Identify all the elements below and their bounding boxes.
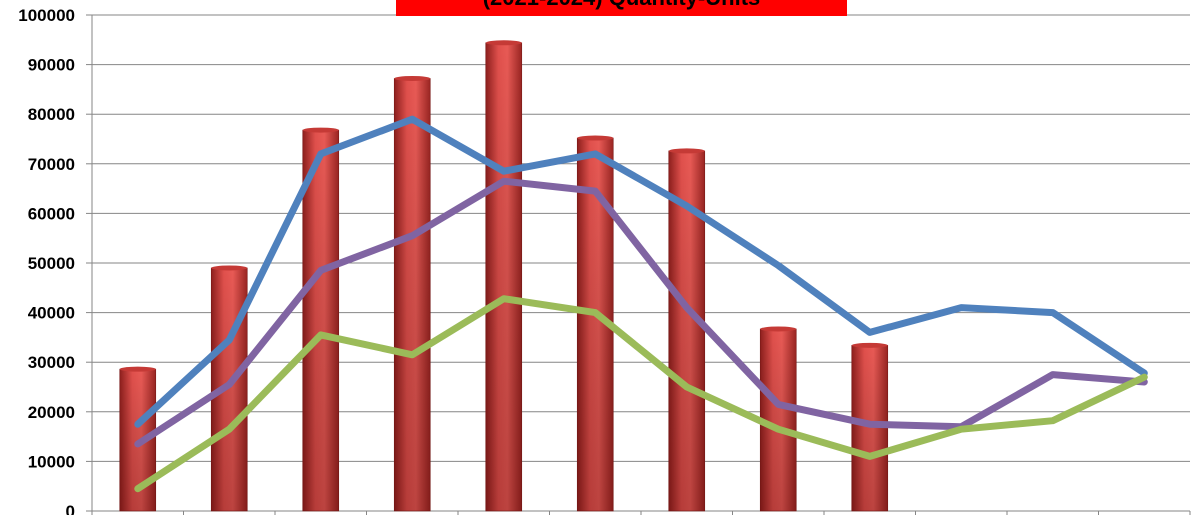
gridlines [92, 15, 1190, 511]
bar-cap [852, 343, 888, 348]
y-tick-label: 80000 [28, 105, 75, 124]
line-series-3 [138, 299, 1145, 489]
line-series-1 [138, 119, 1145, 424]
y-tick-label: 70000 [28, 155, 75, 174]
bar-cap [669, 148, 705, 153]
bar-shade [394, 78, 430, 511]
bar-shade [486, 43, 522, 511]
y-tick-label: 10000 [28, 452, 75, 471]
axes [86, 15, 1190, 515]
y-tick-label: 30000 [28, 353, 75, 372]
y-tick-label: 100000 [18, 6, 75, 25]
bar-cap [211, 265, 247, 270]
line-series [138, 119, 1145, 489]
bar-cap [760, 326, 796, 331]
bar-cap [120, 367, 156, 372]
bar-cap [303, 128, 339, 133]
y-tick-label: 40000 [28, 304, 75, 323]
y-tick-label: 50000 [28, 254, 75, 273]
y-tick-label: 60000 [28, 204, 75, 223]
bar-series [120, 40, 888, 511]
bar-shade [852, 345, 888, 511]
y-axis-tick-labels: 0 10000 20000 30000 40000 50000 60000 70000 8000… [18, 6, 75, 515]
bar-cap [394, 76, 430, 81]
bar-cap [577, 136, 613, 141]
y-tick-label: 20000 [28, 403, 75, 422]
chart-title: (2021-2024) Quantity-Units [396, 0, 847, 16]
y-tick-label: 90000 [28, 56, 75, 75]
bar-cap [486, 40, 522, 45]
y-tick-label: 0 [66, 502, 75, 515]
